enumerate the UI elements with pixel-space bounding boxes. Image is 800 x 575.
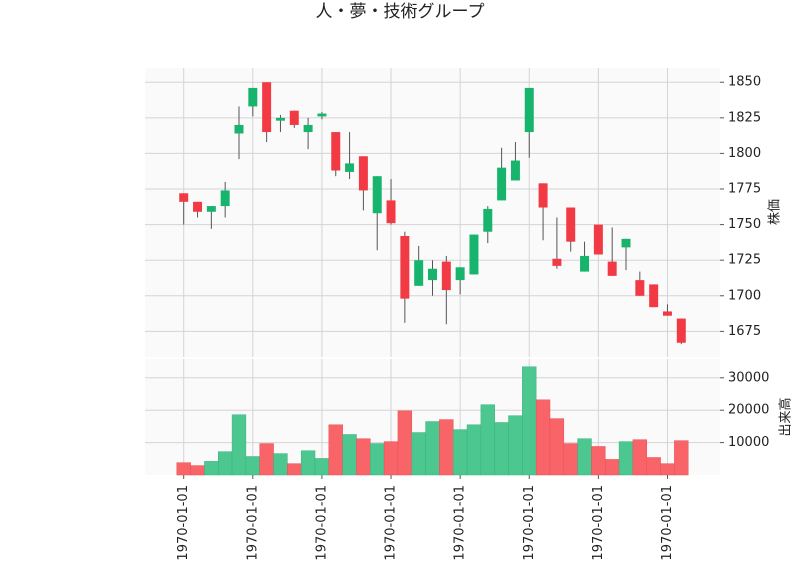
candle-body bbox=[414, 260, 424, 286]
candle-body bbox=[566, 207, 576, 242]
volume-bar bbox=[660, 463, 675, 476]
x-tick-label: 1970-01-01 bbox=[176, 485, 191, 561]
volume-bar bbox=[273, 453, 288, 476]
volume-bar bbox=[494, 422, 509, 476]
candle-body bbox=[386, 200, 396, 224]
candle-body bbox=[372, 176, 382, 214]
candle-body bbox=[400, 235, 410, 299]
candle-body bbox=[483, 208, 493, 232]
volume-bar bbox=[176, 462, 191, 476]
candle-body bbox=[441, 261, 451, 291]
candle-body bbox=[289, 110, 299, 125]
y-tick-label: 1850 bbox=[728, 75, 761, 90]
volume-bar bbox=[535, 399, 551, 476]
volume-bar bbox=[549, 418, 565, 476]
x-tick-label: 1970-01-01 bbox=[384, 485, 399, 561]
candle-body bbox=[455, 267, 465, 281]
volume-bar bbox=[646, 457, 661, 476]
volume-bar bbox=[618, 441, 634, 476]
volume-bar bbox=[563, 443, 578, 476]
candle-body bbox=[358, 156, 368, 191]
volume-bar bbox=[300, 450, 316, 476]
candle-body bbox=[262, 82, 272, 133]
volume-bar bbox=[383, 441, 399, 476]
volume-bar bbox=[480, 404, 495, 476]
volume-bar bbox=[218, 451, 233, 476]
volume-bar bbox=[452, 429, 468, 476]
candle-body bbox=[331, 132, 341, 171]
volume-bar bbox=[425, 421, 440, 476]
candle-body bbox=[580, 255, 590, 272]
candle-body bbox=[193, 201, 203, 212]
candle-body bbox=[538, 183, 548, 208]
candle-body bbox=[635, 280, 645, 296]
volume-bar bbox=[259, 443, 274, 476]
volume-bar bbox=[287, 463, 302, 476]
y-tick-label: 1750 bbox=[728, 217, 761, 232]
volume-bar bbox=[466, 424, 482, 476]
volume-tick-label: 10000 bbox=[728, 435, 769, 450]
x-tick-label: 1970-01-01 bbox=[314, 485, 329, 561]
volume-bar bbox=[204, 461, 219, 476]
volume-tick-label: 30000 bbox=[728, 370, 769, 385]
candle-body bbox=[220, 190, 230, 207]
candle-body bbox=[303, 124, 313, 133]
volume-axis-label: 出来高 bbox=[778, 397, 794, 436]
y-tick-label: 1775 bbox=[728, 182, 761, 197]
volume-bar bbox=[328, 424, 343, 476]
candle-body bbox=[248, 87, 258, 107]
y-tick-label: 1675 bbox=[728, 324, 761, 339]
volume-bar bbox=[411, 432, 426, 476]
candle-body bbox=[524, 87, 534, 133]
volume-tick-label: 20000 bbox=[728, 403, 769, 418]
x-tick-label: 1970-01-01 bbox=[591, 485, 606, 561]
volume-bar bbox=[342, 434, 357, 476]
candle-body bbox=[275, 117, 285, 121]
candle-body bbox=[428, 268, 437, 281]
volume-bar bbox=[591, 446, 606, 476]
candle-body bbox=[345, 163, 355, 172]
candle-body bbox=[649, 284, 659, 308]
y-tick-label: 1800 bbox=[728, 146, 761, 161]
candle-body bbox=[662, 311, 672, 316]
volume-bar bbox=[397, 410, 413, 476]
volume-bar bbox=[522, 366, 537, 476]
candle-body bbox=[497, 167, 507, 201]
x-tick-label: 1970-01-01 bbox=[660, 485, 675, 561]
candle-body bbox=[593, 224, 603, 255]
volume-bar bbox=[605, 459, 620, 476]
y-tick-label: 1725 bbox=[728, 253, 761, 268]
y-tick-label: 1825 bbox=[728, 110, 761, 125]
candle-body bbox=[206, 206, 216, 212]
price-panel bbox=[145, 68, 720, 357]
candle-body bbox=[607, 261, 617, 276]
candle-body bbox=[469, 234, 479, 275]
candle-body bbox=[621, 238, 631, 248]
volume-bar bbox=[632, 439, 647, 476]
chart-title: 人・夢・技術グループ bbox=[316, 2, 485, 22]
volume-bar bbox=[577, 438, 592, 476]
volume-bar bbox=[190, 465, 205, 476]
y-tick-label: 1700 bbox=[728, 288, 761, 303]
volume-bar bbox=[508, 415, 523, 476]
x-tick-label: 1970-01-01 bbox=[522, 485, 537, 561]
candle-body bbox=[676, 318, 686, 343]
volume-bar bbox=[231, 414, 247, 476]
volume-bar bbox=[314, 458, 330, 476]
x-tick-label: 1970-01-01 bbox=[453, 485, 468, 561]
candle-body bbox=[317, 113, 327, 117]
volume-bar bbox=[245, 456, 260, 476]
candle-body bbox=[552, 258, 562, 266]
x-tick-label: 1970-01-01 bbox=[245, 485, 260, 561]
candle-body bbox=[179, 193, 189, 202]
volume-bar bbox=[674, 440, 689, 476]
volume-bar bbox=[356, 438, 371, 476]
volume-bar bbox=[370, 443, 385, 476]
volume-bar bbox=[439, 419, 454, 476]
candle-body bbox=[510, 160, 520, 181]
y-axis-label: 株価 bbox=[768, 199, 783, 225]
candle-body bbox=[234, 124, 244, 134]
